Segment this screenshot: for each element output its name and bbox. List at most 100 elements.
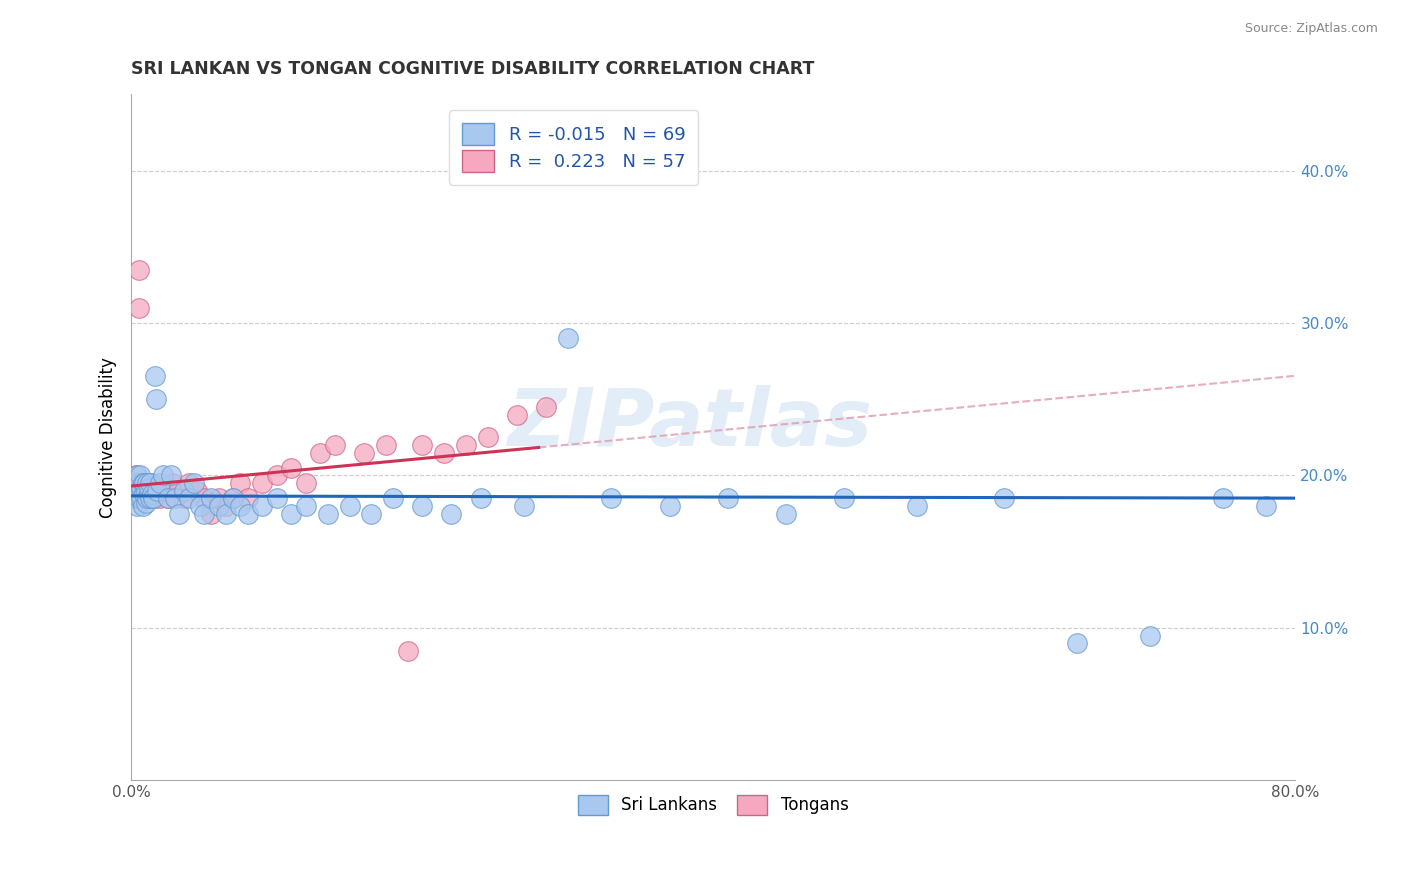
- Point: [125, 491, 148, 506]
- Point: [122, 483, 145, 498]
- Point: [454, 438, 477, 452]
- Point: [131, 476, 153, 491]
- Y-axis label: Cognitive Disability: Cognitive Disability: [100, 357, 117, 517]
- Point: [124, 468, 146, 483]
- Point: [143, 491, 166, 506]
- Point: [156, 491, 179, 506]
- Point: [131, 481, 153, 495]
- Point: [125, 499, 148, 513]
- Point: [557, 331, 579, 345]
- Point: [280, 507, 302, 521]
- Point: [134, 487, 156, 501]
- Point: [132, 491, 155, 506]
- Point: [129, 487, 152, 501]
- Point: [215, 507, 238, 521]
- Point: [477, 430, 499, 444]
- Point: [396, 644, 419, 658]
- Point: [179, 476, 201, 491]
- Point: [173, 491, 195, 506]
- Point: [139, 476, 162, 491]
- Point: [1212, 491, 1234, 506]
- Point: [360, 507, 382, 521]
- Point: [136, 491, 159, 506]
- Point: [138, 487, 160, 501]
- Point: [138, 483, 160, 498]
- Point: [145, 392, 167, 407]
- Point: [121, 491, 143, 506]
- Point: [229, 499, 252, 513]
- Point: [132, 476, 155, 491]
- Point: [169, 507, 191, 521]
- Point: [339, 499, 361, 513]
- Point: [160, 476, 183, 491]
- Text: ZIPatlas: ZIPatlas: [508, 384, 873, 463]
- Point: [513, 499, 536, 513]
- Point: [252, 499, 274, 513]
- Point: [353, 445, 375, 459]
- Point: [149, 476, 172, 491]
- Point: [905, 499, 928, 513]
- Point: [156, 491, 179, 506]
- Point: [138, 476, 160, 491]
- Point: [193, 507, 215, 521]
- Point: [236, 507, 259, 521]
- Point: [470, 491, 492, 506]
- Point: [215, 499, 238, 513]
- Point: [1066, 636, 1088, 650]
- Point: [280, 460, 302, 475]
- Point: [222, 491, 245, 506]
- Point: [159, 468, 181, 483]
- Point: [1256, 499, 1278, 513]
- Point: [136, 483, 159, 498]
- Point: [534, 400, 557, 414]
- Point: [658, 499, 681, 513]
- Point: [125, 468, 148, 483]
- Point: [139, 491, 162, 506]
- Point: [122, 491, 145, 506]
- Point: [138, 481, 160, 495]
- Point: [166, 483, 188, 498]
- Point: [132, 476, 155, 491]
- Point: [382, 491, 405, 506]
- Point: [173, 483, 195, 498]
- Point: [600, 491, 623, 506]
- Point: [131, 491, 153, 506]
- Text: Source: ZipAtlas.com: Source: ZipAtlas.com: [1244, 22, 1378, 36]
- Point: [129, 491, 152, 506]
- Point: [136, 491, 159, 506]
- Point: [200, 491, 222, 506]
- Point: [128, 262, 150, 277]
- Point: [200, 507, 222, 521]
- Point: [152, 468, 174, 483]
- Point: [143, 369, 166, 384]
- Point: [134, 476, 156, 491]
- Point: [124, 483, 146, 498]
- Point: [128, 491, 150, 506]
- Point: [188, 499, 211, 513]
- Point: [128, 301, 150, 315]
- Point: [128, 476, 150, 491]
- Point: [121, 476, 143, 491]
- Point: [136, 476, 159, 491]
- Point: [132, 499, 155, 513]
- Point: [295, 476, 318, 491]
- Point: [142, 491, 165, 506]
- Point: [152, 483, 174, 498]
- Point: [295, 499, 318, 513]
- Point: [146, 483, 169, 498]
- Point: [993, 491, 1015, 506]
- Point: [146, 483, 169, 498]
- Point: [141, 476, 163, 491]
- Point: [135, 476, 157, 491]
- Point: [1139, 628, 1161, 642]
- Point: [135, 496, 157, 510]
- Point: [506, 408, 529, 422]
- Point: [141, 487, 163, 501]
- Point: [134, 483, 156, 498]
- Point: [207, 491, 229, 506]
- Point: [433, 445, 456, 459]
- Point: [183, 476, 205, 491]
- Point: [163, 491, 186, 506]
- Point: [135, 483, 157, 498]
- Point: [193, 491, 215, 506]
